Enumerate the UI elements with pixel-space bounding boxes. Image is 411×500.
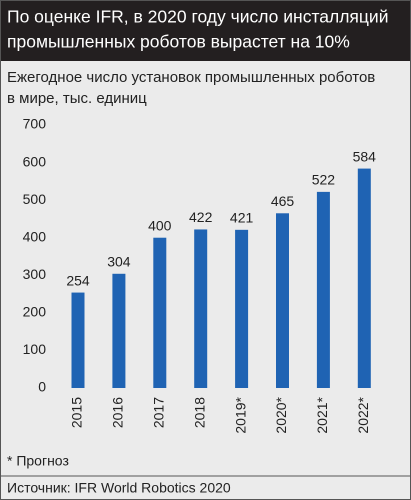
title-band xyxy=(1,1,410,61)
chart-title: По оценке IFR, в 2020 году число инсталл… xyxy=(7,7,388,27)
x-tick-label: 2016 xyxy=(110,397,126,428)
bar xyxy=(276,213,289,388)
x-tick-label: 2022* xyxy=(355,396,371,433)
value-label: 584 xyxy=(353,148,377,164)
source: Источник: IFR World Robotics 2020 xyxy=(7,480,231,496)
bar xyxy=(316,191,330,388)
bar xyxy=(112,273,126,388)
bar xyxy=(153,237,167,388)
y-tick-label: 600 xyxy=(23,153,47,169)
y-tick-label: 700 xyxy=(23,116,47,132)
value-label: 254 xyxy=(66,272,90,288)
x-tick-label: 2021* xyxy=(314,396,330,433)
x-tick-label: 2018 xyxy=(191,397,207,428)
value-label: 421 xyxy=(230,210,254,226)
y-tick-label: 400 xyxy=(23,228,47,244)
value-label: 522 xyxy=(312,172,336,188)
value-label: 422 xyxy=(189,209,213,225)
bar xyxy=(357,168,371,388)
y-tick-label: 100 xyxy=(23,341,47,357)
y-tick-label: 200 xyxy=(23,304,47,320)
value-label: 400 xyxy=(148,217,172,233)
bar xyxy=(235,229,249,388)
chart-subtitle: Ежегодное число установок промышленных р… xyxy=(7,69,375,86)
value-label: 465 xyxy=(271,193,295,209)
bar xyxy=(71,292,85,388)
footnote: * Прогноз xyxy=(7,453,69,469)
bar xyxy=(194,229,208,388)
value-label: 304 xyxy=(107,253,131,269)
y-tick-label: 0 xyxy=(38,379,46,395)
chart-subtitle: в мире, тыс. единиц xyxy=(7,90,147,107)
x-tick-label: 2020* xyxy=(273,396,289,433)
y-tick-label: 300 xyxy=(23,266,47,282)
x-tick-label: 2015 xyxy=(69,397,85,428)
x-tick-label: 2017 xyxy=(151,397,167,428)
y-tick-label: 500 xyxy=(23,191,47,207)
x-tick-label: 2019* xyxy=(232,396,248,433)
chart-title: промышленных роботов вырастет на 10% xyxy=(7,32,350,52)
